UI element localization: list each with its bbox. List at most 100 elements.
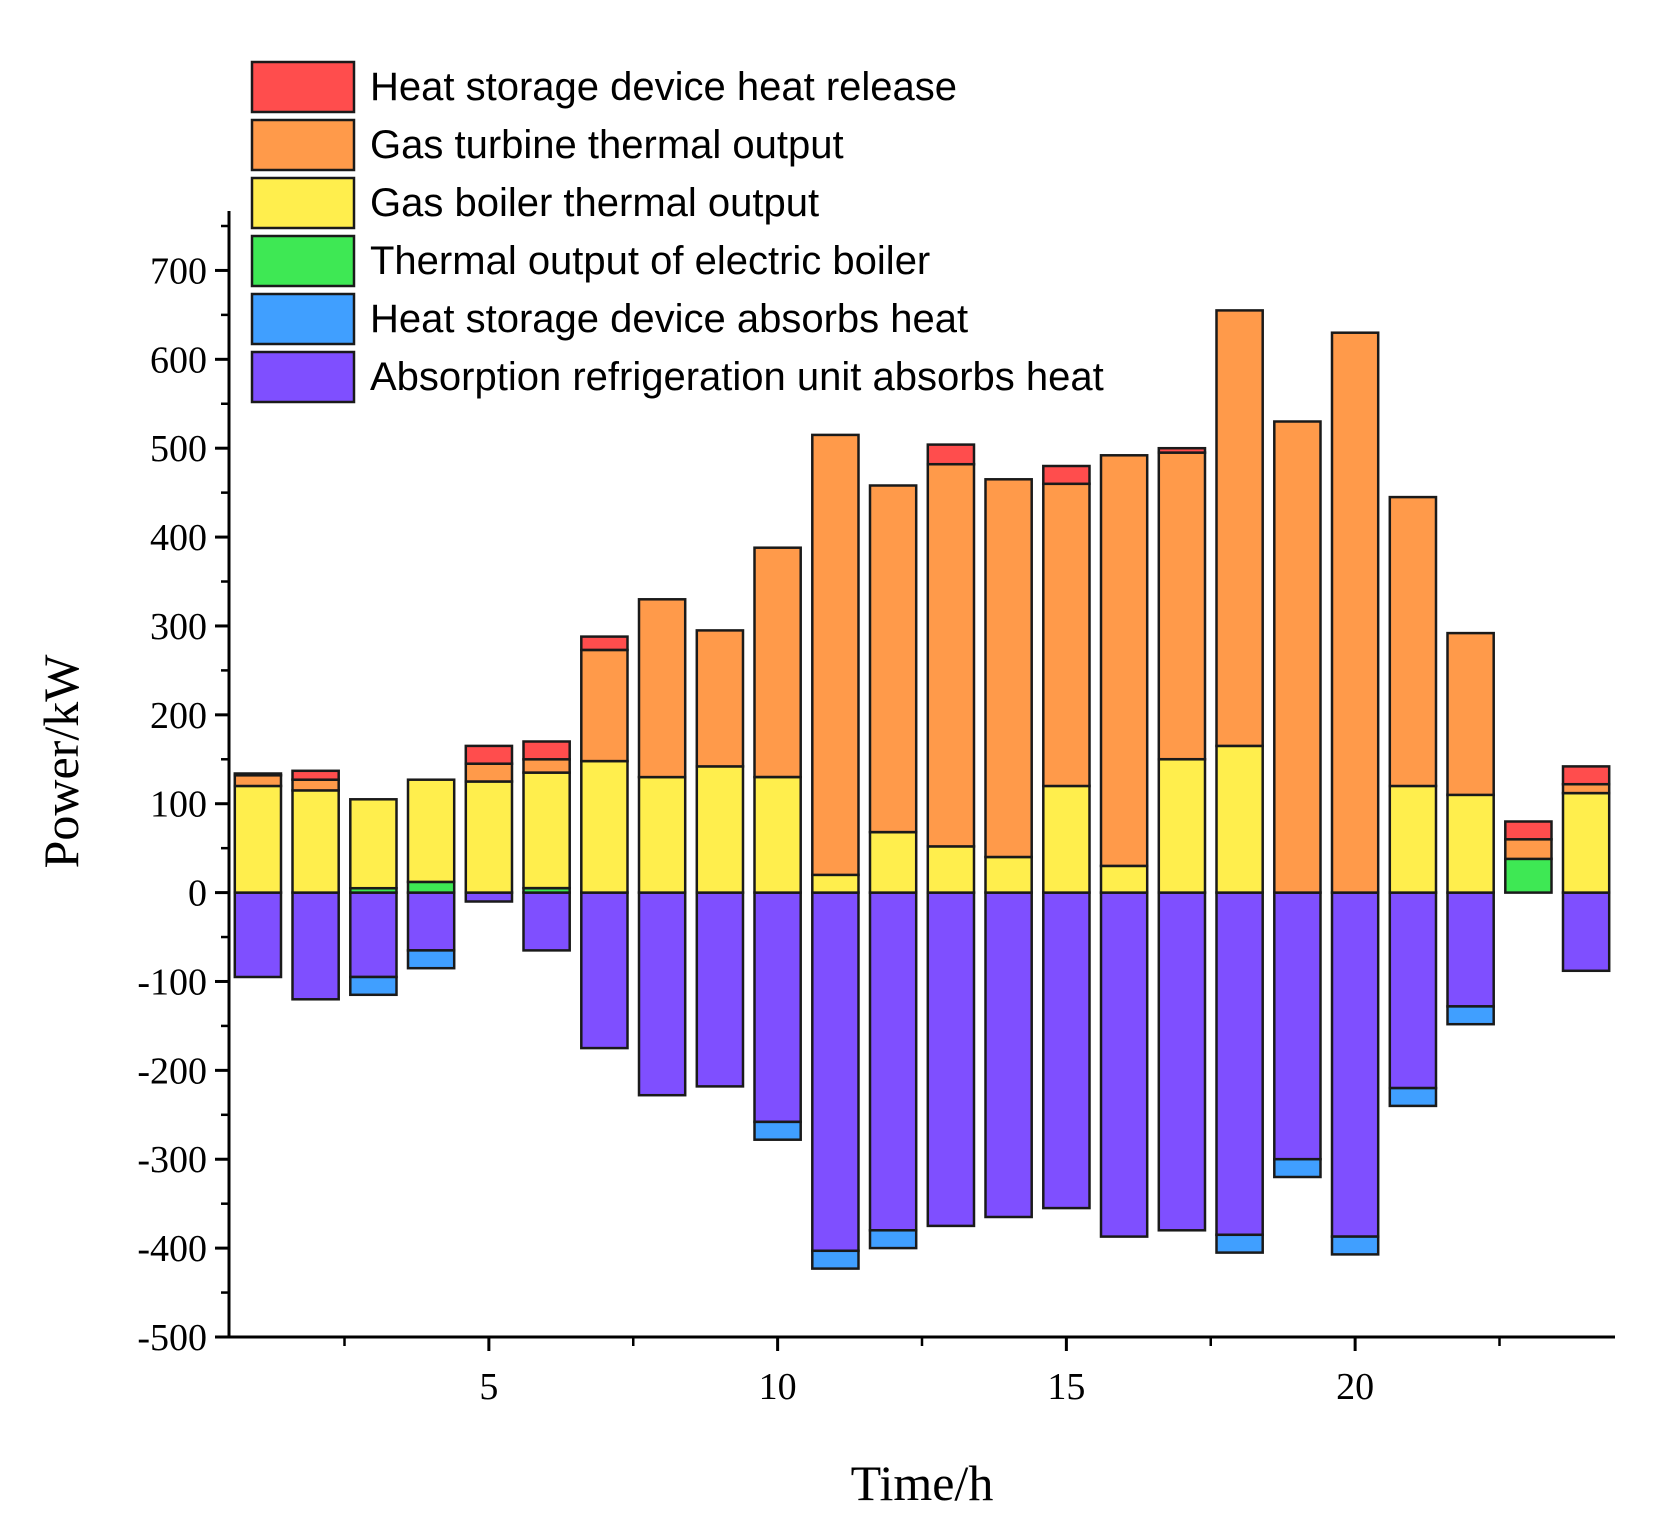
bar-4-hour-14 (984, 855, 1033, 894)
bar-1-hour-15 (1042, 891, 1091, 1210)
bar-1-hour-16 (1099, 891, 1149, 1238)
bar-1-hour-13 (926, 891, 976, 1228)
bar-4-hour-4 (406, 778, 456, 884)
y-tick-label: 500 (150, 428, 207, 470)
bar-1-hour-19 (1273, 891, 1322, 1161)
bar-1-hour-24 (1561, 891, 1611, 973)
bar-4-hour-6 (522, 771, 571, 890)
y-axis-title: Power/kW (33, 654, 89, 869)
legend-swatch (250, 350, 356, 404)
bar-5-hour-5 (464, 762, 514, 783)
bar-5-hour-21 (1388, 495, 1438, 788)
bar-3-hour-23 (1504, 857, 1553, 894)
bar-1-hour-8 (637, 891, 687, 1097)
y-tick-label: 400 (150, 517, 207, 559)
bar-4-hour-3 (349, 798, 398, 890)
bar-1-hour-18 (1215, 891, 1264, 1237)
legend-swatch (250, 118, 356, 172)
bar-5-hour-24 (1561, 782, 1611, 795)
legend-swatch (250, 292, 356, 346)
bar-5-hour-19 (1273, 420, 1322, 894)
bar-1-hour-5 (464, 891, 514, 903)
legend-label: Gas turbine thermal output (370, 123, 844, 167)
bar-4-hour-22 (1446, 793, 1495, 894)
bar-5-hour-17 (1157, 451, 1207, 761)
y-tick-label: 300 (150, 606, 207, 648)
x-axis-title: Time/h (851, 1455, 994, 1511)
x-tick-label: 20 (1336, 1366, 1374, 1408)
bar-5-hour-15 (1042, 482, 1091, 788)
bar-4-hour-13 (926, 845, 976, 894)
bar-1-hour-10 (753, 891, 802, 1124)
bar-4-hour-16 (1099, 864, 1149, 894)
x-tick-label: 5 (479, 1366, 498, 1408)
bar-6-hour-1 (233, 772, 283, 777)
bar-2-hour-18 (1215, 1233, 1264, 1254)
bar-4-hour-21 (1388, 784, 1438, 894)
x-tick-label: 15 (1047, 1366, 1085, 1408)
bar-5-hour-12 (868, 484, 918, 834)
bar-6-hour-23 (1504, 820, 1553, 841)
bar-3-hour-4 (406, 880, 456, 894)
bar-1-hour-20 (1330, 891, 1380, 1238)
bar-4-hour-12 (868, 830, 918, 894)
legend-label: Gas boiler thermal output (370, 181, 819, 225)
x-tick-label: 10 (759, 1366, 797, 1408)
bar-4-hour-18 (1215, 744, 1264, 894)
y-tick-label: 200 (150, 695, 207, 737)
bar-5-hour-20 (1330, 331, 1380, 894)
bar-1-hour-14 (984, 891, 1033, 1219)
bar-1-hour-21 (1388, 891, 1438, 1090)
bar-4-hour-24 (1561, 791, 1611, 894)
bar-5-hour-22 (1446, 631, 1495, 797)
bar-2-hour-20 (1330, 1235, 1380, 1256)
legend: Heat storage device heat release Gas turb… (250, 60, 1104, 404)
y-tick-label: 0 (188, 873, 207, 915)
bar-6-hour-2 (291, 769, 340, 781)
bar-6-hour-15 (1042, 464, 1091, 486)
y-tick-label: -100 (137, 961, 207, 1003)
bar-6-hour-6 (522, 740, 571, 761)
bar-1-hour-22 (1446, 891, 1495, 1008)
y-tick-label: -400 (137, 1228, 207, 1270)
bar-2-hour-21 (1388, 1086, 1438, 1108)
bar-4-hour-2 (291, 789, 340, 894)
bar-1-hour-12 (868, 891, 918, 1232)
bar-4-hour-5 (464, 780, 514, 894)
bar-5-hour-13 (926, 462, 976, 848)
bar-1-hour-7 (580, 891, 629, 1050)
bar-4-hour-9 (695, 765, 745, 894)
bar-4-hour-11 (811, 873, 860, 894)
bar-4-hour-17 (1157, 758, 1207, 894)
bar-2-hour-10 (753, 1120, 802, 1141)
legend-swatch (250, 176, 356, 230)
bar-5-hour-2 (291, 778, 340, 792)
y-tick-label: 700 (150, 250, 207, 292)
legend-label: Absorption refrigeration unit absorbs he… (370, 355, 1104, 399)
bar-2-hour-22 (1446, 1005, 1495, 1026)
bar-5-hour-9 (695, 629, 745, 768)
bar-2-hour-19 (1273, 1157, 1322, 1179)
bar-5-hour-10 (753, 546, 802, 779)
bar-4-hour-1 (233, 784, 283, 894)
bar-5-hour-7 (580, 648, 629, 763)
bar-2-hour-12 (868, 1229, 918, 1250)
bar-4-hour-10 (753, 775, 802, 894)
bar-2-hour-4 (406, 949, 456, 970)
y-tick-label: -500 (137, 1317, 207, 1359)
bar-5-hour-6 (522, 758, 571, 774)
bar-2-hour-11 (811, 1249, 860, 1270)
bar-5-hour-8 (637, 598, 687, 779)
bar-6-hour-24 (1561, 765, 1611, 786)
bar-6-hour-17 (1157, 446, 1207, 454)
legend-label: Thermal output of electric boiler (370, 239, 930, 283)
legend-label: Heat storage device heat release (370, 65, 957, 109)
bar-6-hour-5 (464, 744, 514, 765)
bar-5-hour-23 (1504, 838, 1553, 861)
axes-layer: -500 -400 -300 -200 -100 0 100 200 300 400 500 600 7… (137, 211, 1615, 1408)
bar-6-hour-7 (580, 635, 629, 652)
bar-1-hour-9 (695, 891, 745, 1088)
bar-5-hour-14 (984, 478, 1033, 859)
